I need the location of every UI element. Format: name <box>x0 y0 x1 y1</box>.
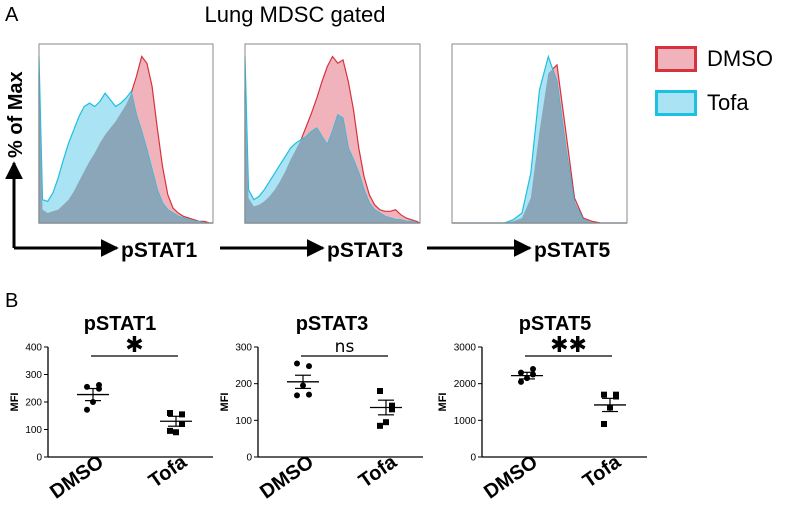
legend-swatch-dmso <box>655 46 697 72</box>
scatter-pstat1-tofa-point <box>173 429 179 436</box>
scatter-pstat3-tofa-point <box>389 402 395 409</box>
scatter-pstat3-tofa-point <box>377 388 383 394</box>
scatter-pstat5-dmso-point <box>518 369 524 376</box>
scatter-pstat3-category-dmso: DMSO <box>256 451 318 503</box>
scatter-pstat1-tofa-point <box>179 421 185 427</box>
scatter-pstat5-tick-label-2000: 2000 <box>454 379 477 390</box>
scatter-pstat3-dmso-point <box>306 391 312 398</box>
scatter-pstat3-dmso-point <box>294 360 300 367</box>
scatter-pstat5-tofa-point <box>601 421 607 427</box>
scatter-pstat1-tick-label-100: 100 <box>25 425 42 436</box>
scatter-pstat1-dmso-point <box>84 406 90 413</box>
histogram-pstat5-overlap <box>452 64 627 223</box>
scatter-pstat3-tick-label-200: 200 <box>235 379 252 390</box>
scatter-pstat1-dmso-point <box>84 383 90 390</box>
scatter-pstat5-tofa-point <box>601 391 607 398</box>
histogram-pstat5-frame <box>451 43 628 224</box>
scatter-pstat1-tick-label-300: 300 <box>25 370 42 381</box>
x-axis-label-pstat1: pSTAT1 <box>121 239 198 262</box>
scatter-pstat3-dmso-point <box>300 382 306 389</box>
panel-a-letter: A <box>5 4 19 26</box>
scatter-pstat5-tofa-point <box>607 404 613 411</box>
scatter-pstat3-tick-label-100: 100 <box>235 416 252 427</box>
histogram-pstat1-frame <box>38 43 214 224</box>
scatter-pstat5-dmso-point <box>530 371 536 378</box>
legend-swatch-tofa <box>655 90 697 116</box>
legend-item-tofa: Tofa <box>655 90 749 116</box>
scatter-pstat3-tick-label-300: 300 <box>235 343 252 354</box>
scatter-pstat5-dmso-point <box>530 366 536 372</box>
scatter-pstat1-tick-label-400: 400 <box>25 343 42 354</box>
scatter-pstat3-significance: ns <box>335 337 355 357</box>
scatter-pstat5-y-label: MFI <box>437 393 449 412</box>
scatter-pstat1-significance: ✱ <box>125 333 143 358</box>
legend-label-dmso: DMSO <box>707 46 773 71</box>
legend-item-dmso: DMSO <box>655 46 773 72</box>
scatter-pstat1-dmso-point <box>90 399 96 405</box>
scatter-pstat3-dmso-point <box>294 392 300 399</box>
scatter-pstat5-significance: ✱✱ <box>550 333 587 358</box>
scatter-title-pstat5: pSTAT5 <box>519 313 592 335</box>
x-axis-label-pstat5: pSTAT5 <box>534 239 611 262</box>
histogram-pstat1-overlap <box>39 56 213 223</box>
figure-title: Lung MDSC gated <box>204 2 386 27</box>
panel-b-letter: B <box>5 290 19 312</box>
scatter-pstat3-tofa-point <box>389 406 395 413</box>
scatter-pstat1-tick-label-200: 200 <box>25 398 42 409</box>
scatter-pstat1-tofa-point <box>179 411 185 418</box>
scatter-pstat1-y-label: MFI <box>9 393 21 412</box>
legend-label-tofa: Tofa <box>707 90 749 115</box>
scatter-pstat3-dmso-point <box>306 363 312 370</box>
scatter-pstat1-tick-label-0: 0 <box>36 453 42 464</box>
histogram-pstat3-frame <box>244 43 421 224</box>
scatter-pstat5-tick-label-1000: 1000 <box>454 416 477 427</box>
scatter-pstat3-tofa-point <box>383 419 389 426</box>
scatter-pstat5-dmso-point <box>524 375 530 382</box>
histogram-pstat3-overlap <box>245 56 420 223</box>
scatter-pstat3-y-label: MFI <box>219 393 231 412</box>
scatter-title-pstat1: pSTAT1 <box>84 313 157 335</box>
y-axis-label: % of Max <box>5 71 27 158</box>
scatter-pstat5-tick-label-0: 0 <box>470 453 476 464</box>
scatter-pstat1-tofa-point <box>167 410 173 416</box>
scatter-pstat1-category-dmso: DMSO <box>46 451 108 503</box>
scatter-pstat5-dmso-point <box>518 378 524 385</box>
scatter-pstat5-tofa-point <box>613 391 619 398</box>
scatter-pstat3-tick-label-0: 0 <box>246 453 252 464</box>
scatter-pstat3-tofa-point <box>377 422 383 429</box>
scatter-pstat5-category-dmso: DMSO <box>480 451 542 503</box>
scatter-pstat1-dmso-point <box>96 381 102 388</box>
scatter-pstat1-tofa-point <box>167 427 173 434</box>
x-axis-label-pstat3: pSTAT3 <box>327 239 403 262</box>
scatter-title-pstat3: pSTAT3 <box>296 313 369 335</box>
scatter-pstat5-tick-label-3000: 3000 <box>454 343 477 354</box>
